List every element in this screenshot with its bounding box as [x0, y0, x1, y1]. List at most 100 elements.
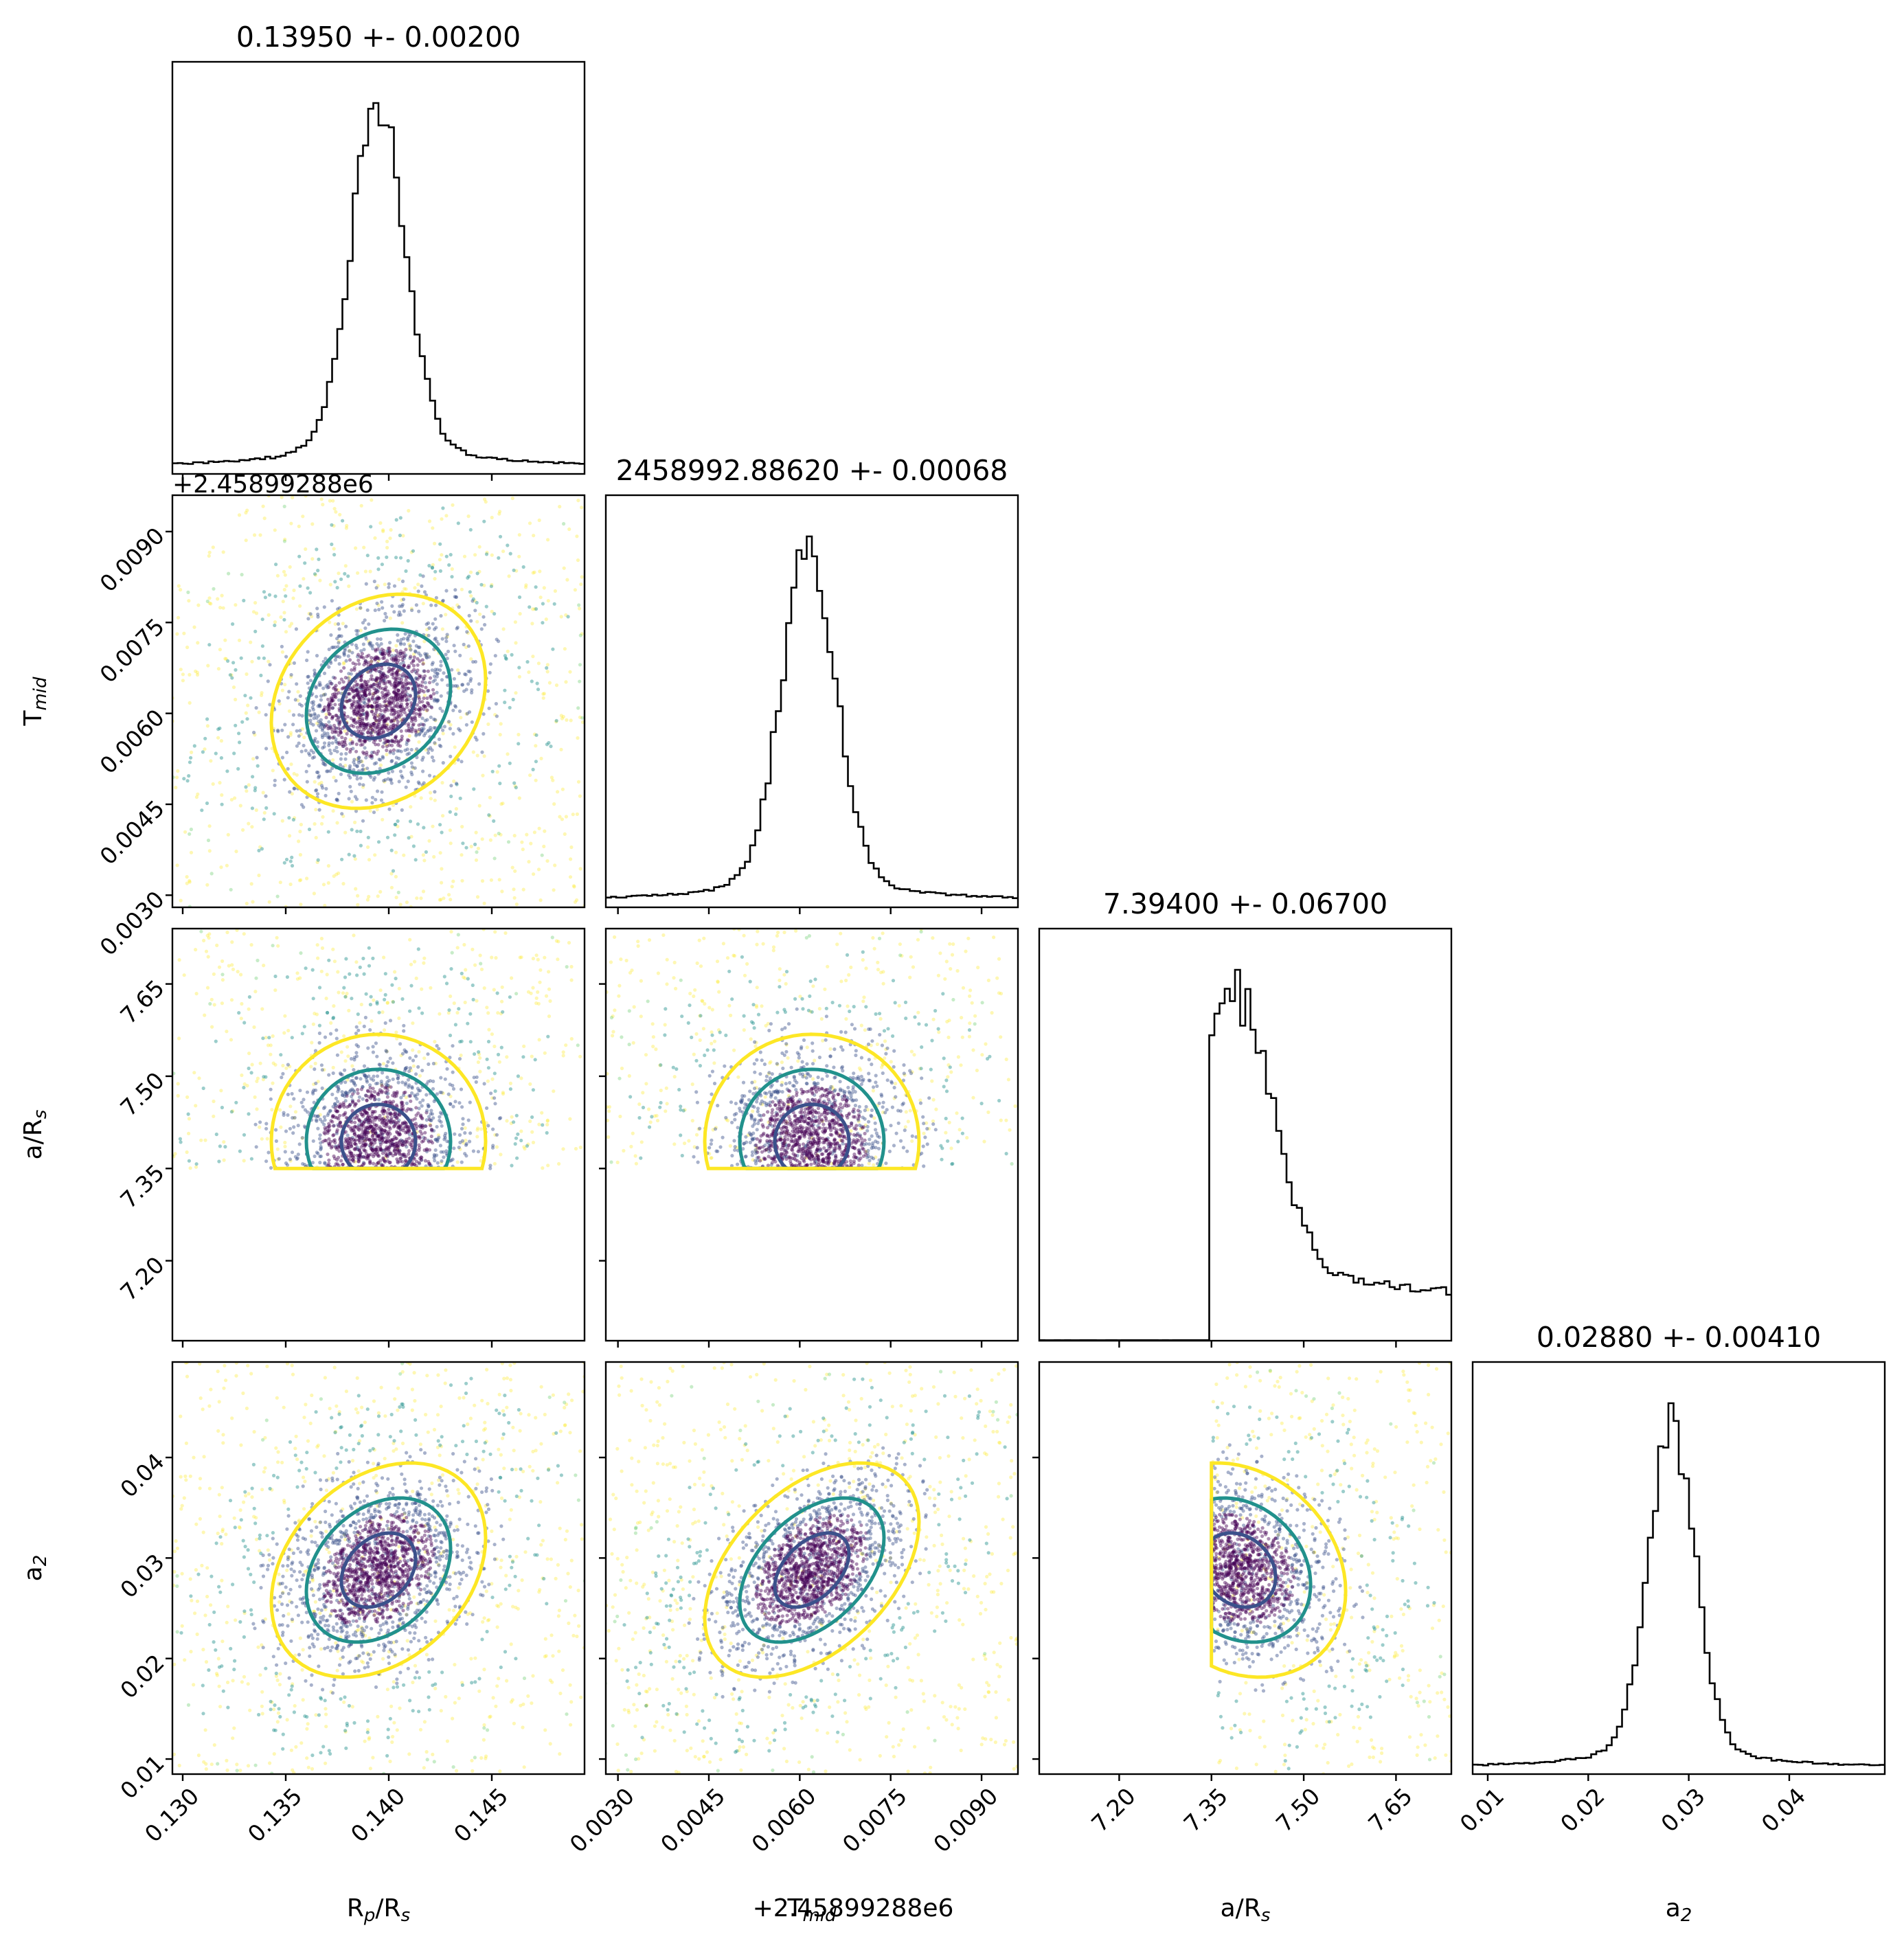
- scatter-point: [464, 1142, 468, 1146]
- scatter-point: [561, 714, 566, 719]
- scatter-point: [333, 580, 337, 584]
- scatter-point: [354, 683, 359, 687]
- scatter-point: [359, 655, 364, 659]
- scatter-point: [345, 991, 349, 996]
- scatter-point: [435, 1092, 440, 1096]
- scatter-point: [318, 1117, 322, 1122]
- scatter-point: [694, 1032, 699, 1036]
- scatter-point: [711, 1128, 715, 1132]
- scatter-point: [361, 694, 365, 699]
- scatter-point: [343, 995, 348, 999]
- scatter-point: [498, 733, 502, 737]
- scatter-point: [400, 1139, 405, 1143]
- scatter-point: [959, 1063, 963, 1067]
- scatter-point: [867, 1161, 871, 1166]
- scatter-point: [375, 1054, 379, 1058]
- scatter-point: [365, 687, 370, 691]
- scatter-point: [375, 699, 379, 703]
- scatter-point: [453, 1023, 458, 1027]
- scatter-point: [394, 1103, 399, 1107]
- scatter-point: [375, 1001, 379, 1006]
- scatter-point: [423, 652, 427, 656]
- scatter-point: [245, 508, 249, 512]
- scatter-point: [361, 1139, 365, 1143]
- scatter-point: [390, 739, 394, 744]
- scatter-point: [380, 713, 384, 717]
- scatter-point: [359, 843, 363, 848]
- scatter-point: [291, 1131, 295, 1135]
- scatter-point: [271, 1081, 275, 1085]
- scatter-point: [356, 694, 360, 698]
- scatter-point: [519, 955, 523, 960]
- scatter-point: [381, 606, 385, 610]
- scatter-point: [414, 734, 418, 738]
- scatter-point: [447, 1008, 451, 1012]
- scatter-point: [347, 1008, 351, 1012]
- scatter-point: [365, 1078, 369, 1082]
- scatter-point: [382, 679, 387, 683]
- scatter-point: [444, 674, 449, 679]
- scatter-point: [565, 718, 569, 722]
- scatter-point: [460, 587, 464, 591]
- scatter-point: [393, 1114, 397, 1118]
- scatter-point: [383, 699, 388, 703]
- scatter-point: [752, 1026, 756, 1030]
- scatter-point: [398, 1042, 403, 1046]
- scatter-point: [362, 1024, 366, 1028]
- scatter-point: [618, 1114, 622, 1119]
- scatter-point: [857, 1120, 861, 1124]
- scatter-point: [457, 709, 462, 714]
- scatter-point: [327, 647, 331, 652]
- scatter-point: [607, 1109, 611, 1113]
- scatter-point: [326, 731, 330, 736]
- scatter-point: [637, 1102, 642, 1106]
- scatter-point: [420, 680, 424, 684]
- scatter-point: [910, 1139, 914, 1143]
- scatter-point: [405, 1126, 409, 1131]
- scatter-point: [512, 834, 517, 838]
- scatter-point: [451, 1157, 455, 1161]
- scatter-point: [341, 686, 345, 690]
- scatter-point: [402, 1091, 406, 1095]
- scatter-point: [814, 1084, 818, 1088]
- scatter-point: [380, 1136, 384, 1140]
- scatter-point: [661, 933, 666, 938]
- scatter-point: [349, 1142, 353, 1146]
- scatter-point: [361, 656, 365, 660]
- scatter-point: [403, 1124, 408, 1128]
- scatter-point: [426, 1138, 430, 1142]
- scatter-point: [400, 705, 405, 709]
- scatter-point: [606, 1118, 610, 1122]
- scatter-point: [350, 1078, 355, 1082]
- scatter-point: [433, 670, 438, 674]
- scatter-point: [428, 1161, 432, 1166]
- scatter-point: [386, 717, 391, 721]
- scatter-point: [485, 1057, 489, 1061]
- scatter-point: [413, 1122, 418, 1126]
- scatter-point: [155, 830, 158, 834]
- scatter-point: [344, 699, 348, 703]
- scatter-point: [296, 699, 300, 703]
- scatter-point: [341, 726, 345, 730]
- scatter-point: [354, 643, 359, 648]
- scatter-point: [320, 1120, 324, 1124]
- scatter-point: [331, 947, 335, 951]
- scatter-point: [592, 1123, 596, 1126]
- scatter-point: [330, 1120, 335, 1124]
- scatter-point: [374, 1124, 378, 1128]
- scatter-point: [369, 731, 373, 735]
- scatter-point: [884, 1047, 888, 1052]
- scatter-point: [289, 672, 293, 677]
- scatter-point: [780, 1028, 784, 1032]
- scatter-point: [370, 1129, 374, 1133]
- scatter-point: [336, 1086, 341, 1091]
- scatter-point: [372, 778, 376, 782]
- scatter-point: [381, 1111, 385, 1116]
- scatter-point: [481, 712, 486, 716]
- scatter-point: [319, 723, 324, 727]
- scatter-point: [301, 1104, 305, 1109]
- scatter-point: [319, 780, 324, 784]
- scatter-point: [185, 779, 190, 783]
- scatter-point: [471, 997, 475, 1001]
- scatter-point: [769, 1060, 773, 1064]
